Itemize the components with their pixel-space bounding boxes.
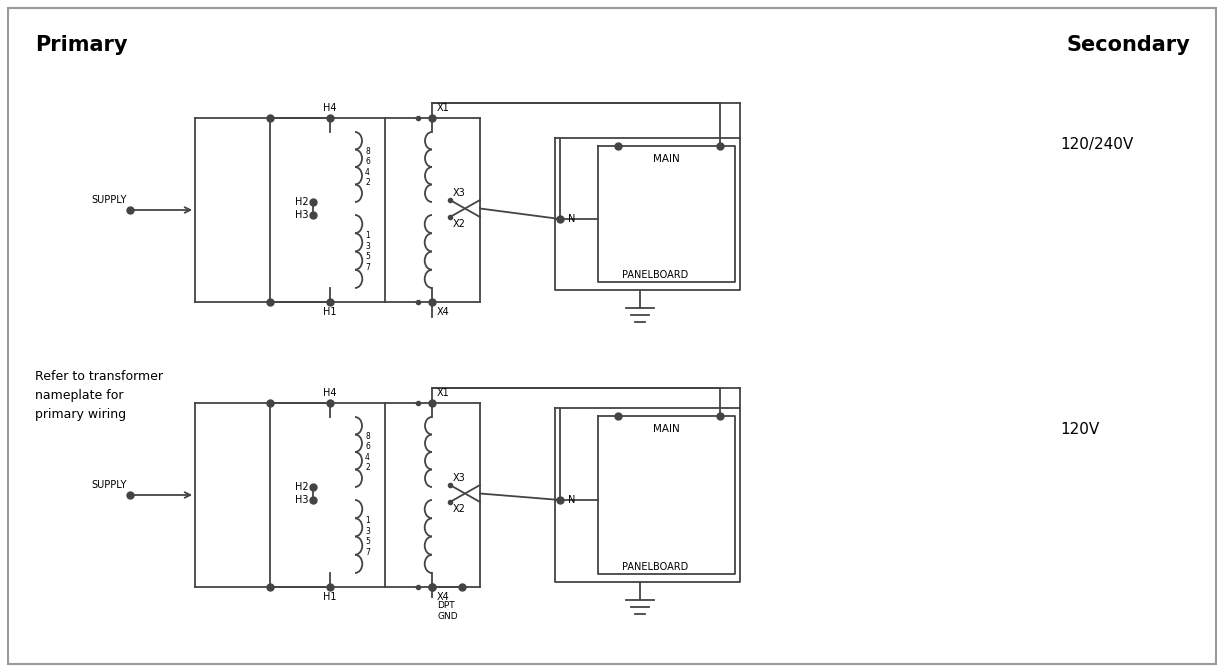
Text: H4: H4 <box>323 388 337 398</box>
Text: X1: X1 <box>437 388 449 398</box>
Text: PANELBOARD: PANELBOARD <box>622 270 688 280</box>
Text: N: N <box>568 214 575 224</box>
Text: X2: X2 <box>453 504 466 514</box>
Text: X3: X3 <box>453 188 466 198</box>
Text: 8
6
4
2: 8 6 4 2 <box>365 432 370 472</box>
Text: H3: H3 <box>295 210 308 220</box>
Text: H2: H2 <box>295 482 308 492</box>
Text: SUPPLY: SUPPLY <box>92 480 127 490</box>
Text: H4: H4 <box>323 103 337 113</box>
Text: H2: H2 <box>295 197 308 207</box>
Text: Primary: Primary <box>35 35 127 55</box>
Text: MAIN: MAIN <box>654 424 679 434</box>
Text: MAIN: MAIN <box>654 154 679 164</box>
Text: H3: H3 <box>295 495 308 505</box>
Text: 8
6
4
2: 8 6 4 2 <box>365 147 370 187</box>
Text: DPT
GND: DPT GND <box>437 601 458 621</box>
Text: 120V: 120V <box>1060 423 1099 437</box>
Text: H1: H1 <box>323 592 337 602</box>
Text: 1
3
5
7: 1 3 5 7 <box>365 516 370 556</box>
FancyBboxPatch shape <box>9 8 1215 664</box>
Text: X1: X1 <box>437 103 449 113</box>
Text: X4: X4 <box>437 592 449 602</box>
Text: X2: X2 <box>453 219 466 229</box>
Text: Secondary: Secondary <box>1066 35 1190 55</box>
Text: H1: H1 <box>323 307 337 317</box>
Text: 1
3
5
7: 1 3 5 7 <box>365 231 370 271</box>
Text: Refer to transformer
nameplate for
primary wiring: Refer to transformer nameplate for prima… <box>35 370 163 421</box>
Text: 120/240V: 120/240V <box>1060 138 1133 153</box>
Text: X3: X3 <box>453 473 466 483</box>
Text: SUPPLY: SUPPLY <box>92 195 127 205</box>
Text: PANELBOARD: PANELBOARD <box>622 562 688 572</box>
Text: X4: X4 <box>437 307 449 317</box>
Text: N: N <box>568 495 575 505</box>
